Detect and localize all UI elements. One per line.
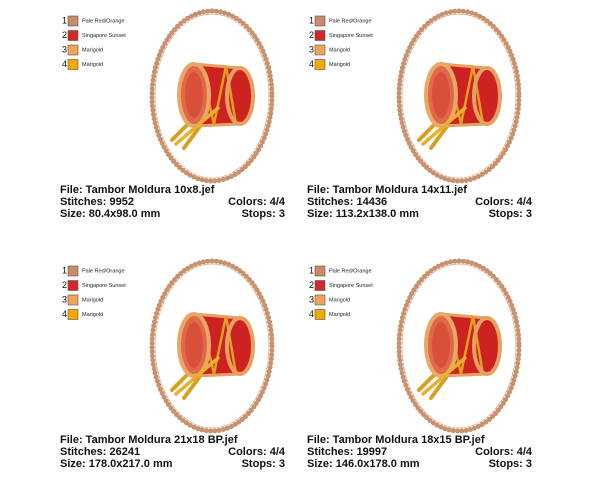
thread-name: Pale Red/Orange bbox=[82, 268, 125, 274]
thread-name: Marigold bbox=[329, 62, 350, 68]
thread-swatch bbox=[67, 280, 79, 291]
thread-number: 2 bbox=[309, 30, 314, 40]
design-panel: 1 Pale Red/Orange 2 Singapore Sunset 3 Marigo… bbox=[60, 258, 286, 470]
thread-swatch bbox=[314, 309, 326, 320]
drum-design bbox=[417, 312, 502, 400]
stop-count: Stops: 3 bbox=[489, 208, 532, 220]
hoop-border bbox=[396, 258, 522, 434]
thread-swatch bbox=[314, 294, 326, 306]
thread-swatch bbox=[314, 15, 326, 27]
thread-swatch bbox=[314, 59, 326, 70]
file-name: File: Tambor Moldura 18x15 BP.jef bbox=[307, 434, 485, 446]
thread-name: Marigold bbox=[329, 47, 350, 53]
thread-name: Marigold bbox=[82, 297, 103, 303]
color-count: Colors: 4/4 bbox=[475, 196, 533, 208]
thread-number: 4 bbox=[62, 59, 67, 69]
hoop-border bbox=[149, 8, 275, 184]
thread-number: 1 bbox=[309, 265, 314, 275]
thread-number: 2 bbox=[309, 280, 314, 290]
thread-swatch bbox=[67, 44, 79, 56]
stitch-count: Stitches: 9952 bbox=[60, 196, 134, 208]
thread-name: Singapore Sunset bbox=[82, 33, 126, 39]
thread-number: 1 bbox=[62, 15, 67, 25]
thread-name: Marigold bbox=[82, 47, 103, 53]
thread-number: 3 bbox=[62, 44, 67, 54]
file-name: File: Tambor Moldura 14x11.jef bbox=[307, 184, 467, 196]
thread-swatch bbox=[67, 59, 79, 70]
thread-swatch bbox=[67, 265, 79, 277]
thread-name: Singapore Sunset bbox=[329, 33, 373, 39]
thread-name: Pale Red/Orange bbox=[329, 18, 372, 24]
thread-swatch bbox=[67, 294, 79, 306]
thread-swatch bbox=[314, 280, 326, 291]
hoop-border bbox=[149, 258, 275, 434]
drum-design bbox=[417, 62, 502, 150]
hoop-inner bbox=[154, 263, 270, 429]
thread-number: 2 bbox=[62, 280, 67, 290]
color-count: Colors: 4/4 bbox=[475, 446, 533, 458]
thread-name: Marigold bbox=[329, 312, 350, 318]
thread-swatch bbox=[67, 309, 79, 320]
thread-name: Singapore Sunset bbox=[82, 283, 126, 289]
color-count: Colors: 4/4 bbox=[228, 446, 286, 458]
thread-name: Marigold bbox=[329, 297, 350, 303]
drum-design bbox=[170, 312, 255, 400]
design-panel: 1 Pale Red/Orange 2 Singapore Sunset 3 Marigo… bbox=[60, 8, 286, 220]
stitch-count: Stitches: 14436 bbox=[307, 196, 387, 208]
thread-number: 3 bbox=[309, 294, 314, 304]
thread-number: 4 bbox=[309, 59, 314, 69]
drum-design bbox=[170, 62, 255, 150]
thread-name: Pale Red/Orange bbox=[329, 268, 372, 274]
stop-count: Stops: 3 bbox=[242, 208, 285, 220]
stitch-count: Stitches: 19997 bbox=[307, 446, 387, 458]
thread-number: 1 bbox=[309, 15, 314, 25]
hoop-border bbox=[396, 8, 522, 184]
design-panel: 1 Pale Red/Orange 2 Singapore Sunset 3 Marigo… bbox=[307, 258, 533, 470]
thread-number: 4 bbox=[62, 309, 67, 319]
color-count: Colors: 4/4 bbox=[228, 196, 286, 208]
design-size: Size: 80.4x98.0 mm bbox=[60, 208, 161, 220]
thread-number: 2 bbox=[62, 30, 67, 40]
thread-name: Singapore Sunset bbox=[329, 283, 373, 289]
thread-swatch bbox=[67, 30, 79, 41]
stop-count: Stops: 3 bbox=[242, 458, 285, 470]
hoop-inner bbox=[401, 263, 517, 429]
file-name: File: Tambor Moldura 10x8.jef bbox=[60, 184, 215, 196]
file-name: File: Tambor Moldura 21x18 BP.jef bbox=[60, 434, 238, 446]
design-size: Size: 178.0x217.0 mm bbox=[60, 458, 173, 470]
thread-number: 4 bbox=[309, 309, 314, 319]
thread-swatch bbox=[314, 30, 326, 41]
stop-count: Stops: 3 bbox=[489, 458, 532, 470]
design-size: Size: 113.2x138.0 mm bbox=[307, 208, 419, 220]
thread-name: Pale Red/Orange bbox=[82, 18, 125, 24]
thread-name: Marigold bbox=[82, 312, 103, 318]
hoop-inner bbox=[401, 13, 517, 179]
stitch-count: Stitches: 26241 bbox=[60, 446, 140, 458]
thread-name: Marigold bbox=[82, 62, 103, 68]
thread-number: 3 bbox=[309, 44, 314, 54]
design-size: Size: 146.0x178.0 mm bbox=[307, 458, 420, 470]
thread-number: 1 bbox=[62, 265, 67, 275]
design-panel: 1 Pale Red/Orange 2 Singapore Sunset 3 Marigo… bbox=[307, 8, 533, 220]
thread-swatch bbox=[67, 15, 79, 27]
thread-swatch bbox=[314, 44, 326, 56]
thread-swatch bbox=[314, 265, 326, 277]
thread-number: 3 bbox=[62, 294, 67, 304]
hoop-inner bbox=[154, 13, 270, 179]
